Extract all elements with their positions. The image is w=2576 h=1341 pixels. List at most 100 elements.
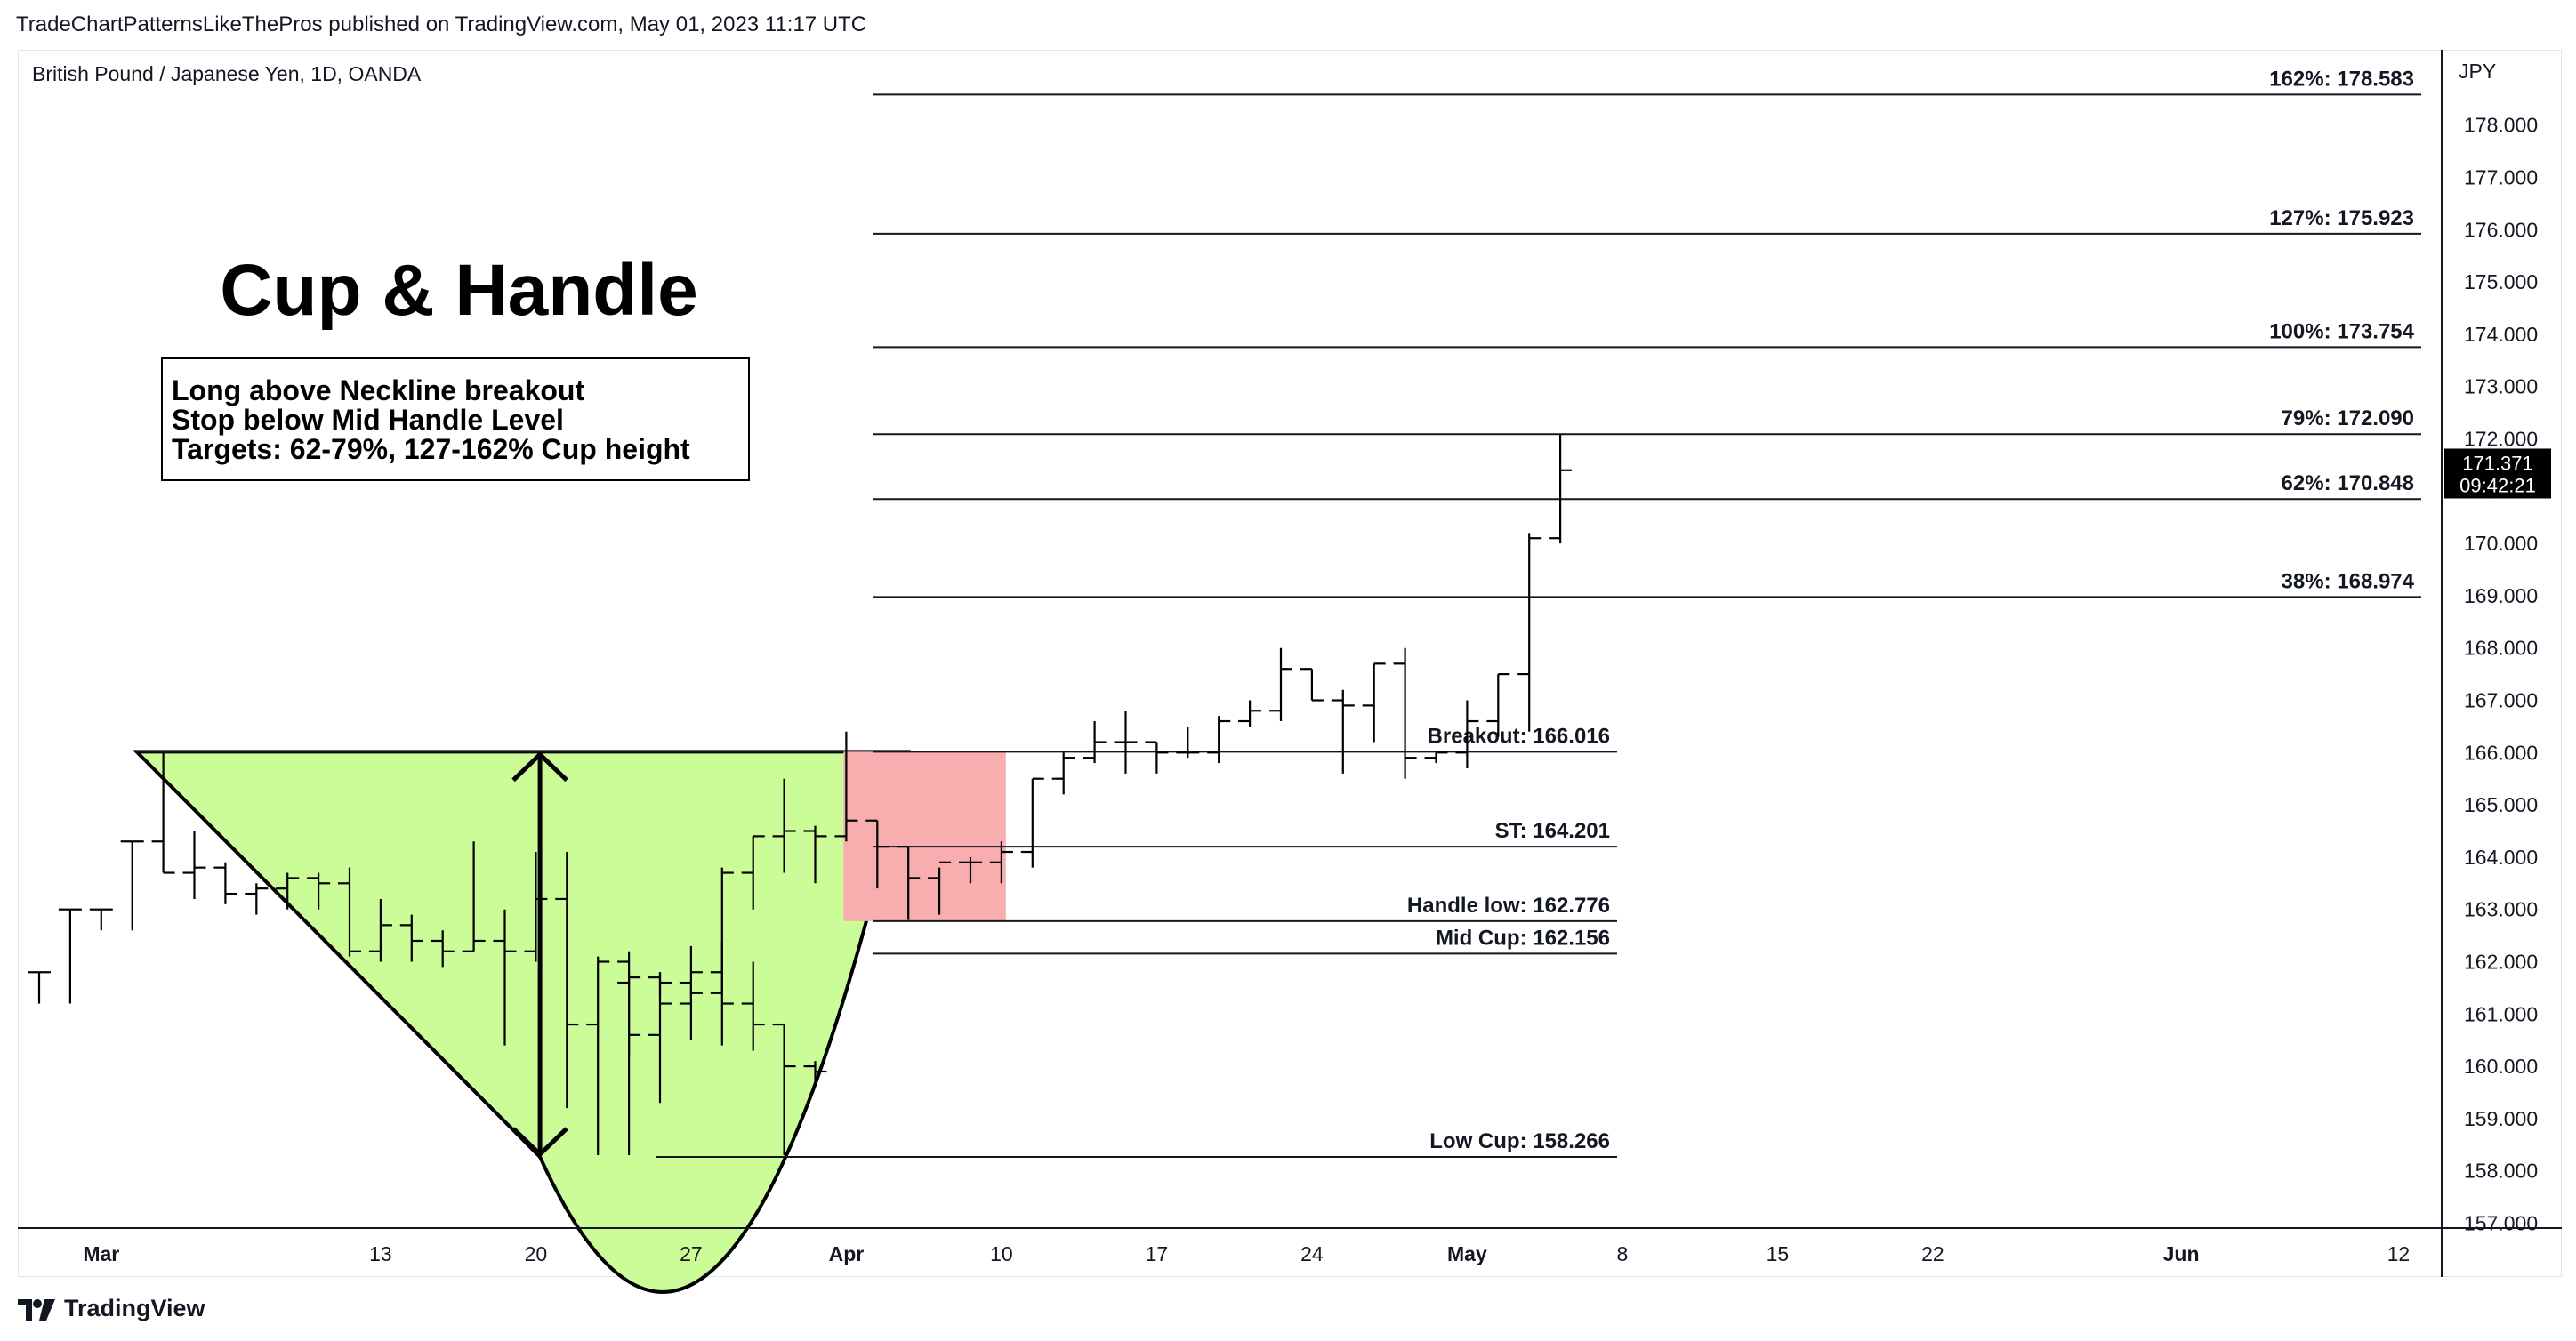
symbol-description[interactable]: British Pound / Japanese Yen, 1D, OANDA [32,62,422,85]
ohlc-bar[interactable] [897,846,921,920]
price-axis-tick: 176.000 [2464,218,2538,241]
ohlc-bar[interactable] [58,908,82,1004]
ohlc-bar[interactable] [555,852,579,1109]
ohlc-bar[interactable] [710,867,734,994]
ohlc-bar[interactable] [151,752,175,874]
ohlc-bar[interactable] [1517,533,1542,732]
price-axis-tick: 173.000 [2464,375,2538,398]
handle-box-layer [843,751,1006,921]
ohlc-bar[interactable] [1083,721,1107,764]
ohlc-bar[interactable] [586,956,610,1156]
ohlc-bar[interactable] [399,914,423,962]
price-axis-tick: 160.000 [2464,1055,2538,1078]
cup-depth-arrow-layer [511,751,568,1158]
price-axis-tick: 165.000 [2464,793,2538,816]
ohlc-bar[interactable] [431,930,455,968]
time-axis-tick: 17 [1146,1242,1169,1265]
ohlc-bar[interactable] [28,971,51,1004]
ohlc-bar[interactable] [959,856,982,884]
ohlc-bar[interactable] [182,831,206,899]
ohlc-bar[interactable] [741,961,765,1051]
ohlc-bar[interactable] [803,1061,827,1082]
ohlc-bar[interactable] [1424,751,1448,764]
time-axis-tick: 12 [2387,1242,2411,1265]
price-axis-tick: 163.000 [2464,898,2538,921]
ohlc-bar[interactable] [1331,689,1355,774]
ohlc-bar[interactable] [617,972,641,1056]
target-level-label: 79%: 172.090 [2282,406,2414,430]
ohlc-bar[interactable] [865,819,890,889]
ohlc-bar[interactable] [1145,741,1169,774]
price-axis-tick: 162.000 [2464,951,2538,974]
last-price-tag-box [2444,448,2551,499]
price-axis-tick: 178.000 [2464,114,2538,137]
ohlc-bar[interactable] [679,981,703,999]
ohlc-bar[interactable] [1300,668,1324,702]
ohlc-bar[interactable] [1486,672,1510,737]
annotation-layer: Cup & Handle Long above Neckline breakout… [161,250,750,481]
pattern-level-label: Breakout: 166.016 [1428,724,1610,748]
axes-layer: JPY 157.000 158.000 159.000 160.000 161.000 16… [18,50,2562,1277]
price-axis-tick: 168.000 [2464,637,2538,660]
ohlc-bar[interactable] [1393,647,1417,779]
ohlc-bar[interactable] [1455,700,1479,768]
ohlc-bar[interactable] [276,872,300,910]
time-axis-tick: 24 [1300,1242,1324,1265]
ohlc-bar[interactable] [338,867,361,957]
time-axis-tick: May [1447,1242,1487,1265]
ohlc-bar[interactable] [307,872,331,910]
ohlc-bar[interactable] [1362,662,1386,743]
price-axis-tick: 161.000 [2464,1002,2538,1025]
time-axis-tick: 8 [1617,1242,1629,1265]
publisher-line: TradeChartPatternsLikeThePros published … [16,12,867,36]
pattern-level-label: Mid Cup: 162.156 [1436,926,1610,950]
note-line: Stop below Mid Handle Level [172,404,564,436]
ohlc-bar[interactable] [368,898,392,962]
ohlc-bar[interactable] [772,778,796,873]
ohlc-bar[interactable] [648,972,672,999]
ohlc-bar[interactable] [245,883,269,915]
ohlc-bar[interactable] [1114,711,1138,774]
target-level-label: 100%: 173.754 [2269,319,2414,343]
price-axis-tick: 174.000 [2464,323,2538,346]
ohlc-bar[interactable] [834,731,858,842]
ohlc-bar[interactable] [1207,716,1231,764]
price-axis-tick: 172.000 [2464,428,2538,451]
currency-label: JPY [2459,60,2496,83]
price-axis-tick: 175.000 [2464,270,2538,293]
ohlc-bar[interactable] [120,840,144,931]
ohlc-bar[interactable] [1176,726,1200,759]
price-axis-tick: 170.000 [2464,532,2538,555]
ohlc-bar[interactable] [1549,433,1573,544]
handle-box [843,751,1006,921]
bar-countdown: 09:42:21 [2459,474,2536,496]
ohlc-bar[interactable] [1269,647,1292,722]
ohlc-bar[interactable] [493,909,517,1046]
price-axis-tick: 167.000 [2464,689,2538,712]
ohlc-bar[interactable] [89,908,113,931]
cup-depth-arrow-head-up [511,751,568,783]
note-box [161,357,750,481]
note-line: Targets: 62-79%, 127-162% Cup height [172,433,690,465]
time-axis-tick: Jun [2163,1242,2200,1265]
ohlc-bar[interactable] [462,841,486,952]
ohlc-bar[interactable] [928,861,952,915]
ohlc-bar[interactable] [989,841,1013,884]
pattern-title: Cup & Handle [220,250,698,331]
ohlc-bar[interactable] [803,825,827,884]
price-axis-tick: 164.000 [2464,846,2538,869]
time-axis-tick: 10 [990,1242,1013,1265]
ohlc-bar[interactable] [1238,700,1262,727]
ohlc-bar[interactable] [213,862,237,904]
level-lines-layer: 162%: 178.583 127%: 175.923 100%: 173.754 7… [656,67,2421,1159]
ohlc-bar[interactable] [772,1023,796,1156]
target-level-label: 62%: 170.848 [2282,471,2414,495]
ohlc-bar[interactable] [1051,752,1075,795]
time-axis-tick: Apr [829,1242,865,1265]
tradingview-branding[interactable]: TradingView [18,1295,205,1322]
pattern-level-label: ST: 164.201 [1495,819,1610,843]
ohlc-bar[interactable] [741,835,765,910]
ohlc-bar[interactable] [1020,777,1044,868]
